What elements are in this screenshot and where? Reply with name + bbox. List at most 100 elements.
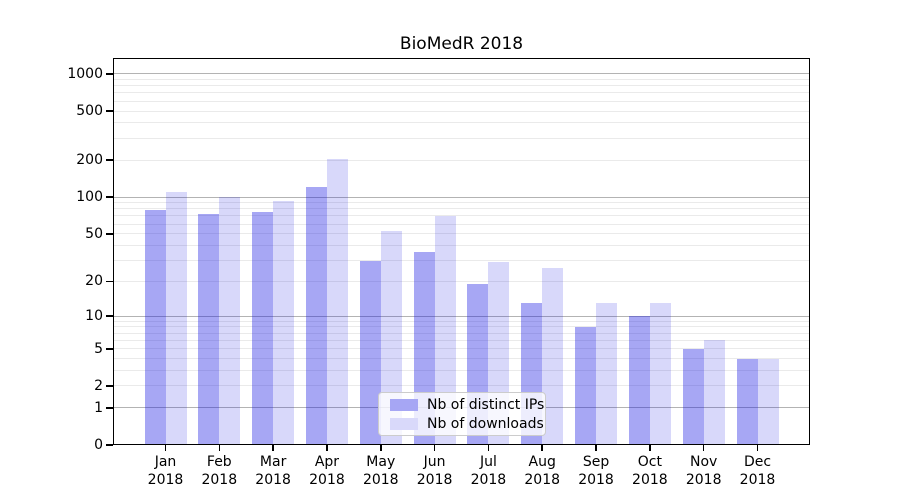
legend-label-distinct-ips: Nb of distinct IPs <box>427 396 545 413</box>
x-tick-label-month: Dec <box>743 454 772 470</box>
bar-downloads-mar <box>273 201 295 445</box>
y-axis-tick <box>106 196 113 198</box>
x-tick-label-month: May <box>366 454 396 470</box>
bar-distinct-ips-apr <box>305 187 327 445</box>
gridline-minor <box>113 137 810 139</box>
bar-distinct-ips-dec <box>736 358 758 445</box>
x-axis-tick <box>487 445 490 451</box>
y-axis-tick <box>106 315 113 317</box>
x-tick-label-year: 2018 <box>362 472 399 488</box>
gridline-minor <box>113 244 810 246</box>
gridline-minor <box>113 122 810 124</box>
legend-row-distinct-ips: Nb of distinct IPs <box>390 396 545 413</box>
y-tick-label: 20 <box>85 273 103 290</box>
plot-area: Nb of distinct IPs Nb of downloads <box>106 58 810 451</box>
y-tick-label: 5 <box>94 340 103 357</box>
gridline-minor <box>113 100 810 102</box>
gridline-minor <box>113 85 810 87</box>
gridline-minor <box>113 280 810 282</box>
bar-downloads-feb <box>219 197 241 445</box>
gridline-minor <box>113 260 810 261</box>
gridline-minor <box>113 208 810 210</box>
bar-distinct-ips-sep <box>575 326 597 445</box>
bar-downloads-aug <box>542 267 564 445</box>
legend-row-downloads: Nb of downloads <box>390 416 545 432</box>
y-tick-label: 500 <box>76 103 103 119</box>
x-tick-label-month: Jul <box>479 454 497 470</box>
y-tick-label: 1 <box>94 399 103 416</box>
x-tick-label-year: 2018 <box>739 472 776 488</box>
legend-swatch-downloads <box>390 417 418 430</box>
bar-downloads-sep <box>596 303 618 445</box>
x-tick-label-month: Oct <box>637 454 662 470</box>
y-tick-label: 200 <box>76 152 103 169</box>
bar-downloads-jan <box>165 191 187 445</box>
y-axis-tick <box>106 73 113 75</box>
x-tick-label-year: 2018 <box>416 472 453 488</box>
x-axis-tick <box>702 445 705 451</box>
gridline-minor <box>113 215 810 217</box>
bar-downloads-apr <box>326 158 348 445</box>
y-axis-tick <box>106 280 113 283</box>
x-tick-label-year: 2018 <box>685 472 722 488</box>
gridline-minor <box>113 223 810 225</box>
x-axis-tick <box>541 445 544 451</box>
gridline-major <box>113 315 810 317</box>
bar-downloads-oct <box>649 303 671 445</box>
x-axis-tick <box>433 445 436 451</box>
legend-swatch-distinct-ips <box>390 398 418 411</box>
y-axis-tick <box>106 232 113 235</box>
x-axis-tick <box>218 445 221 451</box>
x-axis-tick <box>756 445 759 451</box>
x-tick-label-month: Jun <box>423 454 446 470</box>
x-axis-tick <box>164 445 167 451</box>
y-axis-tick <box>106 444 113 446</box>
gridline-minor <box>113 92 810 94</box>
y-tick-label: 0 <box>94 437 103 453</box>
bar-distinct-ips-feb <box>198 214 220 445</box>
y-tick-label: 2 <box>94 377 103 394</box>
y-axis-tick <box>106 110 113 112</box>
x-tick-label-month: Mar <box>259 454 287 470</box>
gridline-minor <box>113 233 810 235</box>
legend: Nb of distinct IPs Nb of downloads <box>378 392 546 436</box>
x-tick-label-year: 2018 <box>255 472 291 488</box>
bar-distinct-ips-may <box>359 260 381 445</box>
gridline-minor <box>113 348 810 350</box>
y-axis-tick <box>106 406 113 409</box>
y-axis-tick <box>106 347 113 350</box>
gridline-major <box>113 73 810 75</box>
gridline-minor <box>113 202 810 204</box>
bar-downloads-dec <box>757 358 779 445</box>
x-tick-label-month: Nov <box>690 454 718 470</box>
chart-title: BioMedR 2018 <box>399 34 524 54</box>
x-tick-label-month: Aug <box>528 454 556 470</box>
x-tick-label-year: 2018 <box>201 472 238 488</box>
bar-downloads-jun <box>434 215 456 445</box>
gridline-major <box>113 196 810 198</box>
y-tick-label: 10 <box>85 308 103 325</box>
y-axis-tick <box>106 159 113 161</box>
y-tick-label: 100 <box>76 189 103 206</box>
x-axis-tick <box>326 445 328 451</box>
gridline-minor <box>113 320 810 322</box>
y-tick-label: 50 <box>85 225 103 242</box>
y-axis-tick <box>106 385 113 387</box>
gridline-minor <box>113 385 810 387</box>
gridline-minor <box>113 326 810 328</box>
bar-distinct-ips-nov <box>682 348 704 445</box>
bar-distinct-ips-mar <box>252 212 274 445</box>
x-axis-tick <box>649 445 651 451</box>
x-tick-label-year: 2018 <box>470 472 507 488</box>
x-tick-label-year: 2018 <box>147 472 184 488</box>
bar-downloads-nov <box>703 340 725 445</box>
y-tick-label: 1000 <box>67 65 103 82</box>
gridline-minor <box>113 332 810 334</box>
bar-distinct-ips-oct <box>628 316 650 445</box>
x-tick-label-year: 2018 <box>578 472 614 488</box>
x-tick-label-year: 2018 <box>309 472 345 488</box>
x-tick-label-year: 2018 <box>632 472 668 488</box>
gridline-minor <box>113 110 810 112</box>
bar-distinct-ips-jan <box>144 210 166 445</box>
